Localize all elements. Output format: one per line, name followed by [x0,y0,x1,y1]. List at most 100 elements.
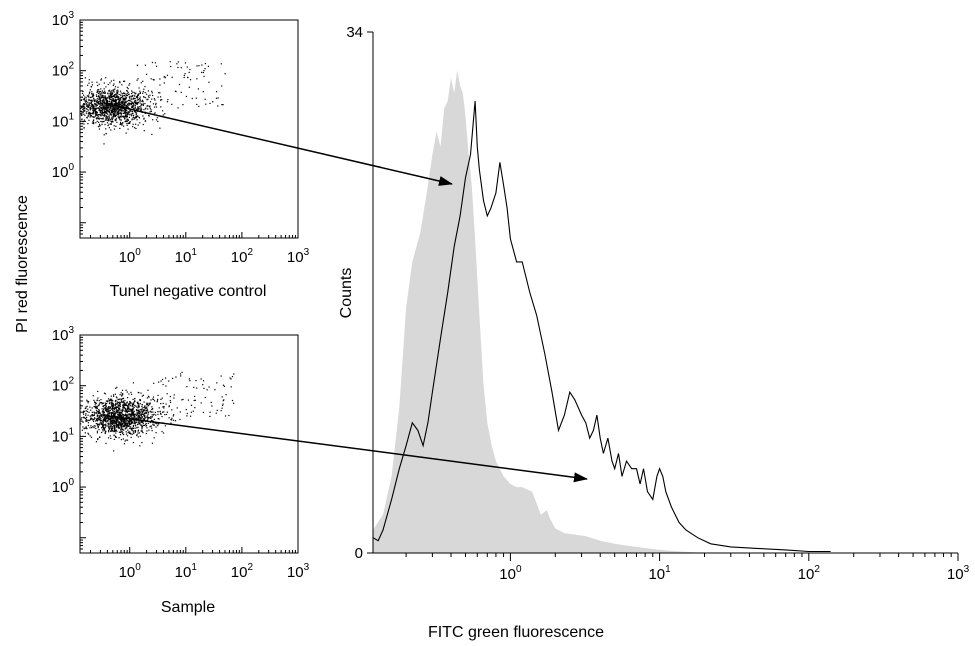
data-point [121,112,123,114]
data-point [139,403,141,405]
data-point [175,90,177,93]
data-point [120,422,122,424]
data-point [89,415,91,417]
data-point [105,108,108,110]
data-point [127,111,129,113]
data-point [122,438,125,440]
data-point [189,79,192,81]
data-point [100,104,102,106]
data-point [118,417,120,419]
data-point [115,418,118,420]
data-point [194,399,196,401]
data-point [129,421,131,423]
data-point [112,423,114,425]
data-point [124,104,126,107]
data-point [81,96,83,98]
data-point [109,89,111,91]
data-point [127,415,129,417]
data-point [133,101,135,103]
data-point [122,92,124,95]
data-point [181,371,183,373]
data-point [88,92,91,94]
data-point [119,415,121,417]
data-point [158,423,160,425]
data-point [99,423,101,425]
data-point [88,106,90,108]
data-point [135,405,137,407]
data-point [116,113,118,115]
data-point [164,113,166,115]
data-point [112,420,115,422]
data-point [104,90,106,92]
data-point [119,112,121,114]
data-point [114,407,116,410]
data-point [93,108,95,110]
data-point [86,105,88,107]
data-point [126,118,128,120]
data-point [109,96,111,98]
data-point [95,402,97,405]
sample-histogram-line [372,100,831,553]
data-point [141,413,143,415]
data-point [102,426,104,428]
data-point [130,423,132,425]
data-point [134,104,136,107]
data-point [126,402,128,404]
data-point [138,97,141,100]
data-point [108,412,110,414]
data-point [100,109,102,112]
data-point [84,101,87,103]
data-point [163,406,165,408]
data-point [101,113,103,115]
data-point [181,399,183,401]
data-point [193,386,195,389]
data-point [149,402,151,404]
data-point [90,112,92,115]
data-point [88,94,90,96]
data-point [176,407,178,409]
data-point [136,103,138,105]
y-tick-label: 34 [346,24,363,41]
data-point [138,406,140,408]
data-point [104,393,107,395]
data-point [173,414,175,416]
data-point [96,414,99,417]
data-point [85,413,87,415]
data-point [117,420,119,422]
data-point [95,99,97,101]
data-point [136,96,138,99]
y-tick-label: 101 [52,111,75,130]
data-point [151,90,153,92]
data-point [110,104,112,107]
data-point [114,422,116,424]
data-point [171,417,173,419]
x-tick-label: 102 [231,247,254,266]
data-point [113,395,115,397]
data-point [129,417,131,419]
data-point [170,418,172,421]
data-point [112,405,114,408]
data-point [147,98,149,100]
data-point [159,99,162,101]
data-point [123,405,126,407]
data-point [120,426,122,428]
data-point [209,411,211,413]
data-point [110,414,113,417]
data-point [105,410,107,412]
data-point [132,409,134,411]
data-point [149,111,151,113]
data-point [142,432,144,434]
data-point [102,101,104,103]
data-point [94,405,96,407]
data-point [101,423,103,425]
data-point [152,414,154,416]
data-point [104,419,107,421]
data-point [132,408,135,410]
data-point [119,418,121,421]
data-point [122,404,124,406]
x-tick-label: 103 [287,247,310,266]
data-point [108,425,110,427]
data-point [97,424,99,426]
data-point [107,115,109,118]
data-point [120,108,122,111]
